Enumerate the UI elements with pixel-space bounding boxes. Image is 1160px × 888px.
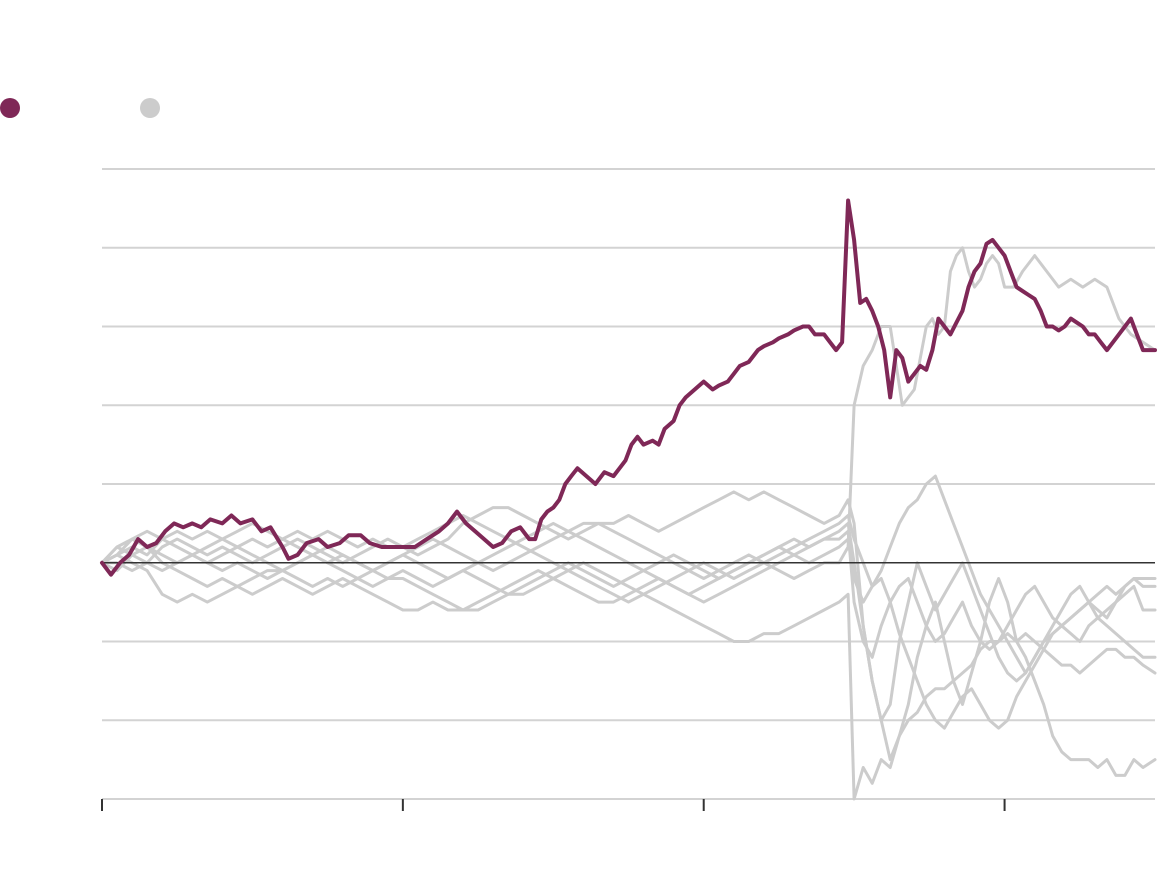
series-line-other [100, 545, 1157, 801]
x-axis-ticks [101, 799, 1006, 811]
legend-item-others [140, 97, 166, 119]
legend-swatch-highlight [0, 98, 20, 118]
series-line-highlight [100, 198, 1157, 577]
comparison-series [100, 246, 1157, 801]
legend-item-highlight [0, 97, 26, 119]
highlight-series [100, 198, 1157, 577]
legend-swatch-others [140, 98, 160, 118]
series-line-other [100, 490, 1157, 777]
series-line-other [100, 521, 1157, 722]
series-line-other [100, 514, 1157, 730]
